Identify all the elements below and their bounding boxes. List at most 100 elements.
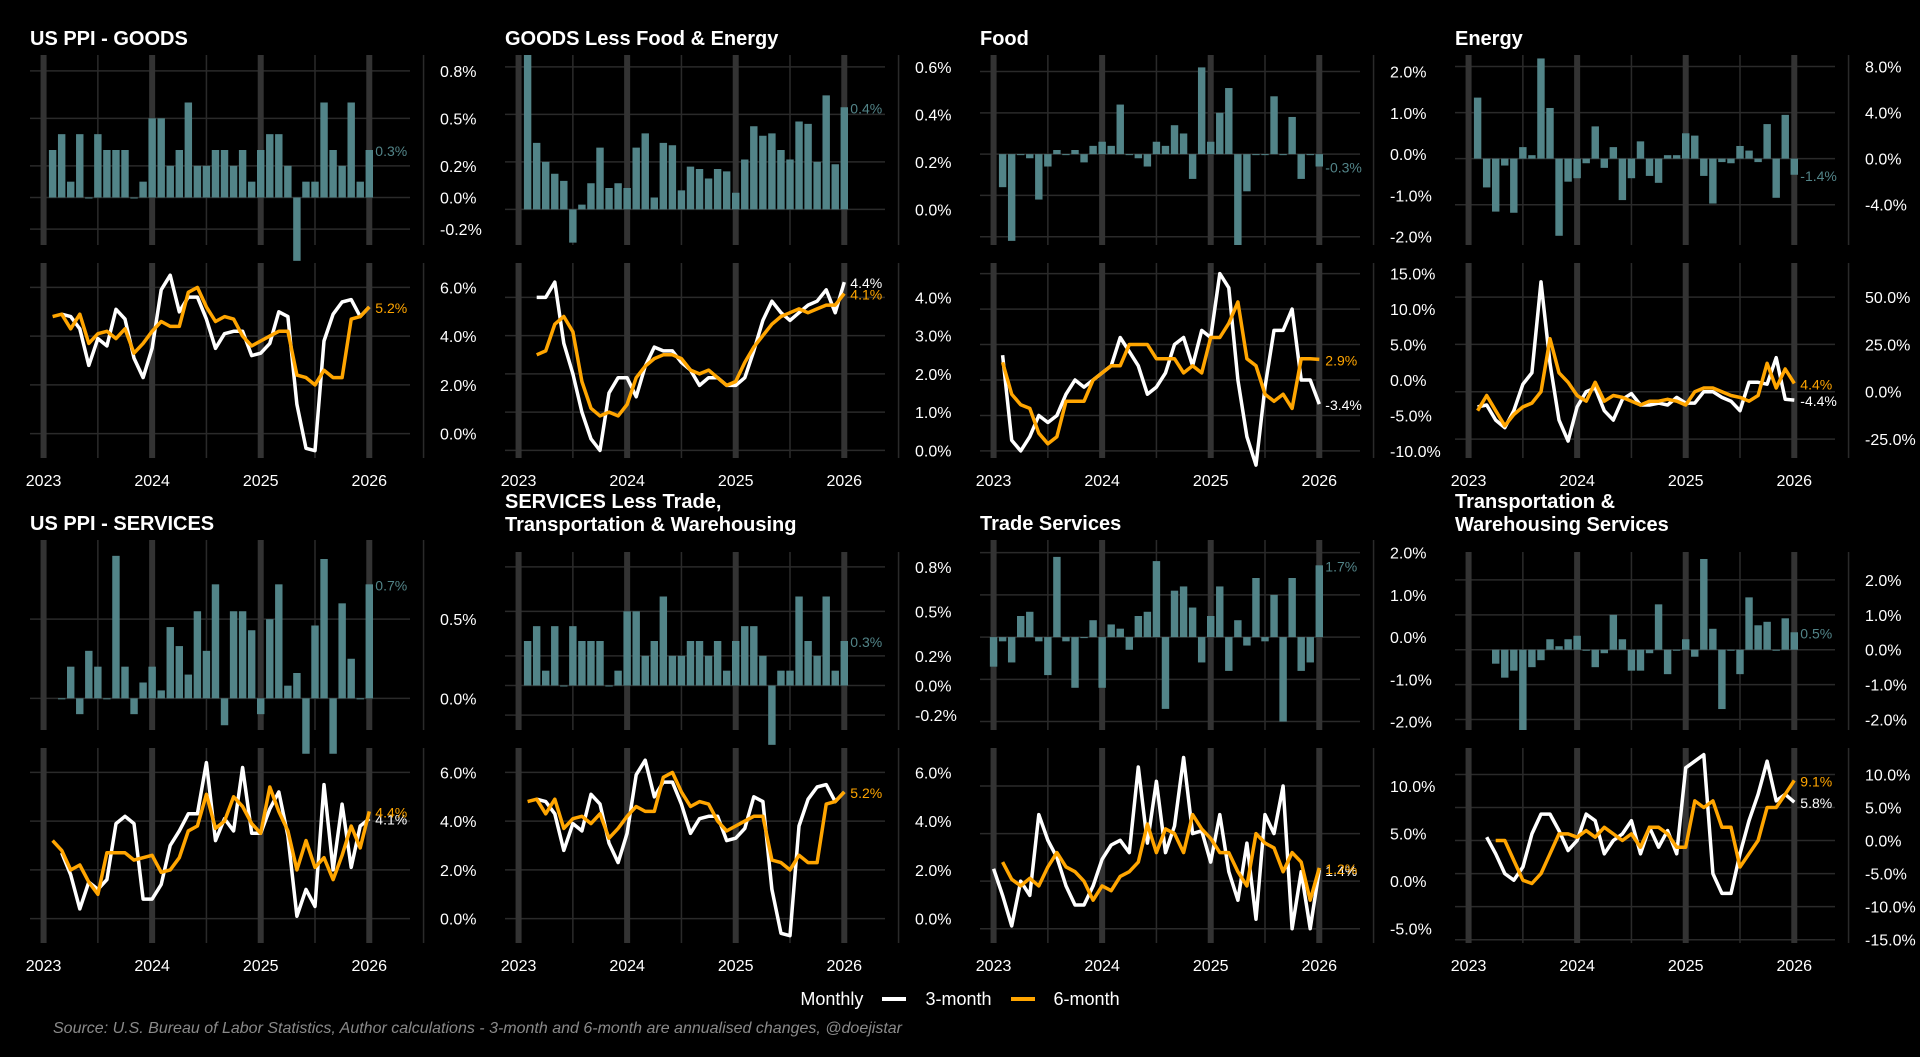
x-tick-label: 2024 (609, 473, 645, 490)
monthly-bar (998, 154, 1007, 188)
monthly-bar (1682, 133, 1690, 159)
line-panel-y-tick-label: 0.0% (915, 443, 951, 460)
x-tick-label: 2026 (826, 473, 862, 490)
monthly-bar (840, 641, 848, 686)
monthly-bar (795, 596, 803, 686)
line-panel-y-tick-label: 2.0% (915, 367, 951, 384)
monthly-bar (704, 178, 713, 210)
monthly-bar (822, 95, 830, 210)
monthly-bar (1564, 158, 1572, 182)
monthly-bar (677, 190, 686, 210)
monthly-bar (121, 150, 129, 198)
monthly-last-value-label: -1.4% (1800, 168, 1837, 184)
line-panel-y-tick-label: 0.0% (1865, 385, 1901, 402)
monthly-bar (238, 150, 247, 198)
bar-panel-y-tick-label: 0.0% (915, 679, 951, 696)
line-panel-y-tick-label: 2.0% (440, 863, 476, 880)
line-panel-y-tick-label: 4.0% (440, 329, 476, 346)
bar-panel-y-tick-label: 0.4% (915, 107, 951, 124)
monthly-bar (1736, 145, 1744, 159)
monthly-bar (1315, 565, 1323, 638)
six-month-line (1001, 812, 1321, 902)
bar-panel-y-tick-label: 8.0% (1865, 60, 1901, 77)
bar-panel-y-tick-label: 0.0% (1865, 152, 1901, 169)
monthly-bar (266, 619, 274, 699)
monthly-bar (614, 670, 622, 686)
bar-panel-y-tick-label: -2.0% (1390, 715, 1432, 732)
three-month-line (1000, 271, 1321, 467)
bar-panel-y-tick-label: -1.0% (1390, 188, 1432, 205)
monthly-bar (1306, 637, 1314, 663)
monthly-bar (1107, 624, 1115, 638)
x-tick-label: 2023 (976, 958, 1012, 975)
x-tick-label: 2026 (826, 958, 862, 975)
monthly-bar (202, 165, 211, 198)
monthly-bar (184, 674, 193, 699)
monthly-bar (166, 627, 174, 699)
monthly-bar (1134, 154, 1143, 159)
monthly-bar (229, 165, 238, 198)
monthly-bar (1763, 621, 1771, 650)
monthly-bar (1672, 649, 1681, 651)
bar-panel-y-tick-label: -4.0% (1865, 198, 1907, 215)
line-panel-y-tick-label: 4.0% (440, 814, 476, 831)
panel-title: Trade Services (980, 513, 1121, 535)
monthly-bar (713, 169, 722, 210)
monthly-bar (1519, 147, 1527, 159)
monthly-last-value-label: 0.4% (850, 100, 882, 116)
monthly-bar (695, 641, 704, 686)
six-month-line (51, 785, 371, 897)
monthly-bar (1537, 58, 1545, 159)
x-tick-label: 2023 (1451, 958, 1487, 975)
monthly-bar (247, 630, 256, 699)
monthly-bar (1225, 88, 1233, 155)
monthly-last-value-label: 0.5% (1800, 625, 1832, 641)
monthly-last-value-label: 0.3% (850, 634, 882, 650)
monthly-bar (1315, 154, 1323, 167)
monthly-bar (587, 641, 595, 686)
monthly-bar (1207, 616, 1215, 638)
six-month-line (1000, 300, 1320, 446)
monthly-bar (1297, 154, 1305, 179)
monthly-bar (175, 150, 183, 198)
monthly-bar (1618, 158, 1627, 201)
x-tick-label: 2024 (1084, 473, 1120, 490)
monthly-bar (569, 626, 577, 686)
monthly-bar (1501, 649, 1509, 678)
bar-panel-y-tick-label: 0.0% (1390, 630, 1426, 647)
legend-3month-swatch (882, 997, 907, 1002)
line-panel-y-tick-label: 5.0% (1865, 800, 1901, 817)
monthly-bar (1161, 145, 1170, 155)
bar-panel-y-tick-label: 0.5% (915, 604, 951, 621)
monthly-bar (1116, 628, 1124, 638)
monthly-bar (768, 133, 776, 210)
monthly-bar (1473, 97, 1482, 159)
monthly-bar (247, 181, 256, 198)
monthly-bar (786, 159, 794, 210)
monthly-bar (1528, 649, 1536, 668)
monthly-bar (1297, 637, 1305, 671)
panel-1: GOODS Less Food & Energy 0.0% 0.2% 0.4% 0.6%… (501, 28, 952, 490)
monthly-bar (329, 698, 337, 754)
monthly-bar (750, 626, 758, 686)
monthly-bar (1207, 141, 1215, 155)
monthly-bar (1270, 96, 1278, 155)
monthly-bar (347, 658, 355, 699)
monthly-bar (732, 641, 740, 686)
monthly-bar (365, 584, 373, 699)
bar-panel-y-tick-label: 2.0% (1390, 546, 1426, 563)
x-tick-label: 2026 (351, 958, 387, 975)
panel-title: Transportation & Warehousing (505, 514, 797, 536)
x-tick-label: 2025 (1193, 958, 1229, 975)
six-month-line (1476, 336, 1796, 428)
monthly-bar (1781, 618, 1789, 650)
line-panel-y-tick-label: 2.0% (915, 863, 951, 880)
monthly-bar (1053, 150, 1061, 155)
monthly-bar (605, 685, 613, 687)
monthly-bar (139, 181, 147, 198)
panel-7: Transportation &Warehousing Services -2.0… (1451, 491, 1916, 975)
monthly-bar (148, 118, 156, 198)
monthly-bar (1071, 637, 1079, 688)
panel-title: US PPI - SERVICES (30, 513, 214, 535)
bar-panel-y-tick-label: 0.2% (440, 159, 476, 176)
